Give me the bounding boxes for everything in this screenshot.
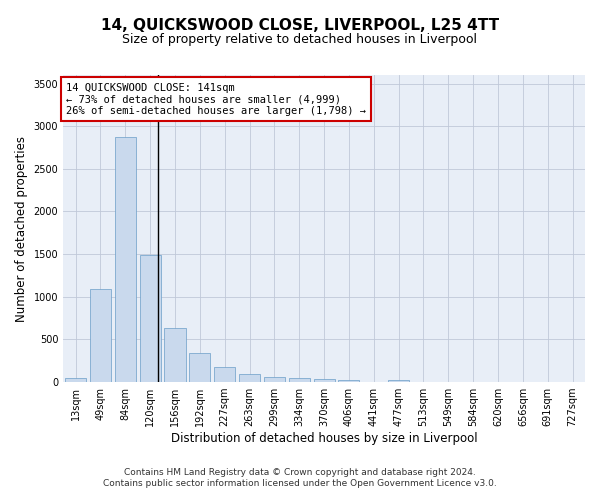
Bar xyxy=(388,380,409,382)
Text: 14, QUICKSWOOD CLOSE, LIVERPOOL, L25 4TT: 14, QUICKSWOOD CLOSE, LIVERPOOL, L25 4TT xyxy=(101,18,499,32)
Bar xyxy=(239,374,260,382)
Bar xyxy=(65,378,86,382)
Bar xyxy=(140,255,161,382)
Bar xyxy=(214,367,235,382)
Text: Size of property relative to detached houses in Liverpool: Size of property relative to detached ho… xyxy=(122,32,478,46)
X-axis label: Distribution of detached houses by size in Liverpool: Distribution of detached houses by size … xyxy=(171,432,478,445)
Bar xyxy=(314,379,335,382)
Bar xyxy=(289,378,310,382)
Bar xyxy=(189,352,211,382)
Bar xyxy=(90,289,111,382)
Bar xyxy=(338,380,359,382)
Text: Contains HM Land Registry data © Crown copyright and database right 2024.
Contai: Contains HM Land Registry data © Crown c… xyxy=(103,468,497,487)
Bar xyxy=(264,376,285,382)
Text: 14 QUICKSWOOD CLOSE: 141sqm
← 73% of detached houses are smaller (4,999)
26% of : 14 QUICKSWOOD CLOSE: 141sqm ← 73% of det… xyxy=(66,82,366,116)
Y-axis label: Number of detached properties: Number of detached properties xyxy=(15,136,28,322)
Bar xyxy=(164,328,185,382)
Bar xyxy=(115,138,136,382)
